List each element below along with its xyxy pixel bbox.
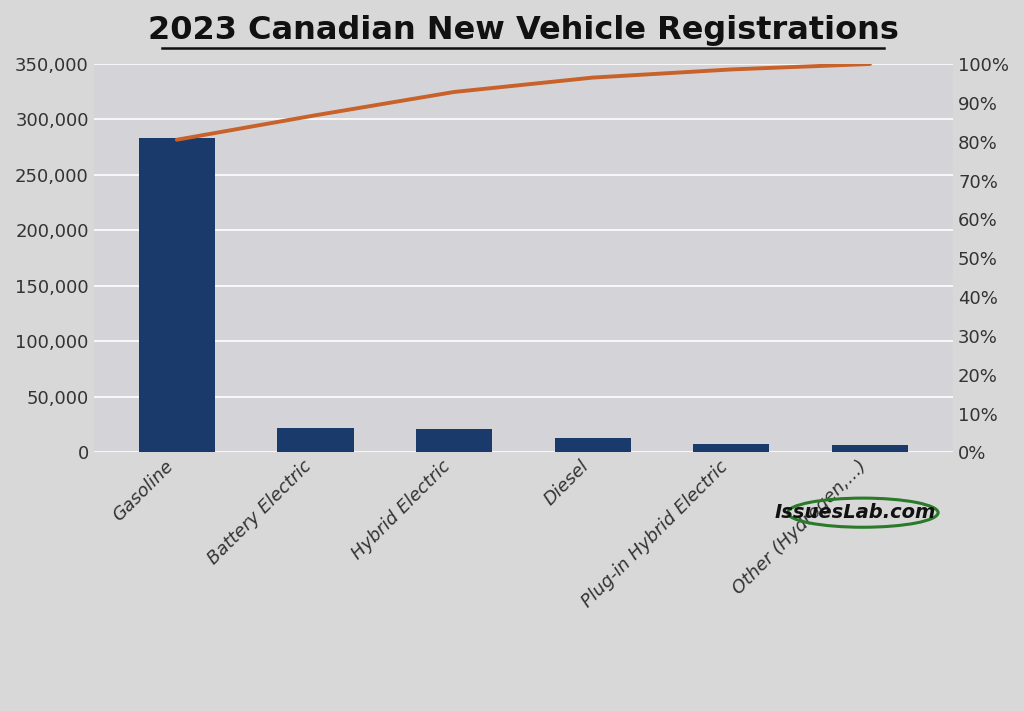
Bar: [693, 444, 769, 452]
Bar: [278, 428, 353, 452]
Bar: [831, 444, 908, 452]
Bar: [555, 438, 631, 452]
Bar: [138, 139, 215, 452]
Text: IssuesLab.com: IssuesLab.com: [774, 503, 936, 523]
Bar: [416, 429, 493, 452]
Title: 2023 Canadian New Vehicle Registrations: 2023 Canadian New Vehicle Registrations: [147, 15, 899, 46]
